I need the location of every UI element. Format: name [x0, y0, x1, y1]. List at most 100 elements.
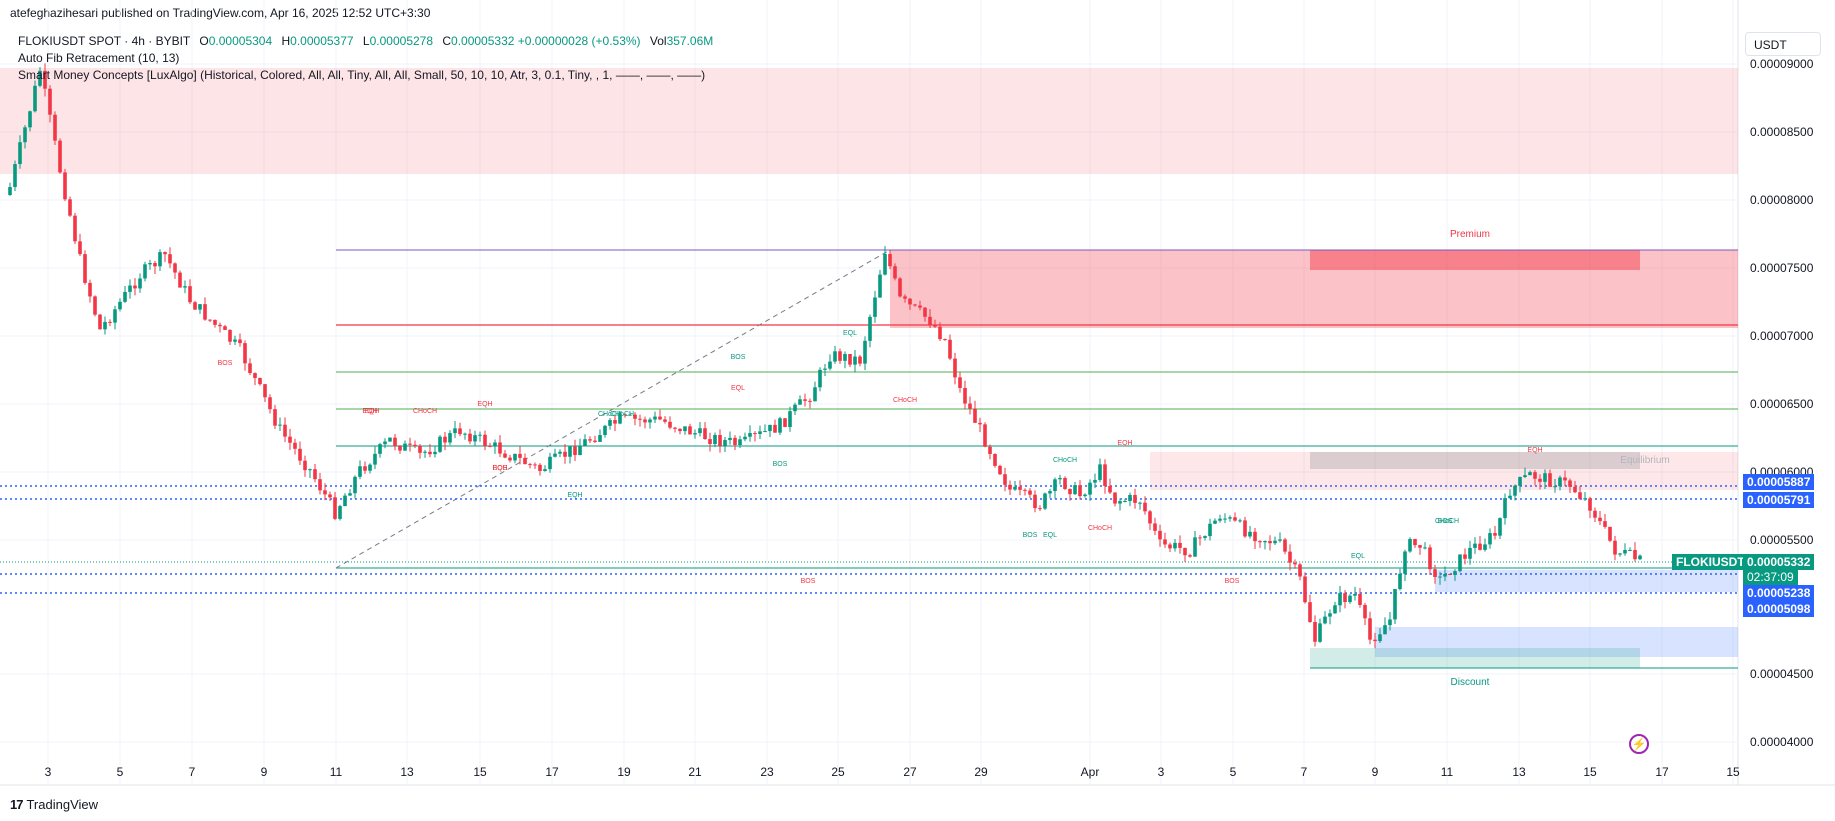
indicator-fib[interactable]: Auto Fib Retracement (10, 13) — [18, 51, 180, 65]
supply-zone — [890, 250, 1738, 328]
candle-body — [153, 263, 157, 267]
candle-body — [18, 142, 22, 165]
candle-body — [163, 252, 167, 255]
candle-body — [568, 446, 572, 457]
candle-body — [353, 476, 357, 494]
premium-block — [1310, 250, 1640, 270]
candle-body — [453, 428, 457, 434]
smc-structure-label: CHoCH — [893, 397, 917, 404]
candle-body — [1293, 562, 1297, 565]
candle-body — [1518, 476, 1522, 486]
candle-body — [1253, 531, 1257, 542]
currency-button[interactable]: USDT — [1745, 32, 1821, 56]
candle-body — [1448, 573, 1452, 575]
candle-body — [1488, 533, 1492, 545]
candle-body — [893, 266, 897, 279]
low-label: L — [362, 34, 370, 48]
close-label: C — [442, 34, 452, 48]
candle-body — [1438, 576, 1442, 578]
candle-body — [373, 453, 377, 465]
candle-body — [218, 324, 222, 327]
time-axis-label: 3 — [1158, 765, 1165, 779]
candle-body — [503, 453, 507, 458]
candle-body — [743, 436, 747, 440]
candle-body — [438, 436, 442, 452]
candle-body — [783, 418, 787, 427]
candle-body — [228, 329, 232, 342]
tradingview-logo[interactable]: 17 TradingView — [10, 797, 98, 812]
candle-body — [38, 70, 42, 86]
candle-body — [138, 278, 142, 289]
lightning-icon[interactable]: ⚡ — [1629, 734, 1649, 754]
candle-body — [1353, 593, 1357, 596]
candle-body — [1018, 486, 1022, 490]
candle-body — [213, 319, 217, 325]
candle-body — [1633, 549, 1637, 560]
price-axis-label: 0.00004000 — [1750, 735, 1814, 749]
price-tag-upper-1: 0.00005887 — [1743, 474, 1815, 490]
candle-body — [1133, 494, 1137, 503]
smc-structure-label: BOS — [493, 465, 508, 472]
candle-body — [1603, 521, 1607, 527]
candle-body — [1043, 493, 1047, 509]
time-axis-label: 11 — [1441, 765, 1454, 779]
candle-body — [788, 411, 792, 427]
candle-body — [1108, 486, 1112, 493]
candle-body — [1503, 498, 1507, 519]
candle-body — [908, 298, 912, 305]
candle-body — [898, 278, 902, 297]
candle-body — [1513, 485, 1517, 496]
candle-body — [863, 340, 867, 364]
candle-body — [103, 321, 107, 330]
candle-body — [1243, 520, 1247, 537]
candle-body — [708, 439, 712, 445]
symbol-title[interactable]: FLOKIUSDT SPOT · 4h · BYBIT — [18, 34, 191, 48]
candle-body — [13, 164, 17, 188]
candle-body — [528, 464, 532, 466]
candle-body — [223, 326, 227, 330]
candle-body — [648, 419, 652, 423]
candle-body — [738, 439, 742, 446]
candle-body — [388, 437, 392, 442]
candle-body — [298, 448, 302, 461]
candle-body — [943, 339, 947, 341]
candle-body — [478, 434, 482, 436]
candle-body — [698, 428, 702, 434]
volume-label: Vol — [649, 34, 667, 48]
candle-body — [43, 70, 47, 89]
smc-structure-label: BOS — [801, 578, 816, 585]
candle-body — [1148, 511, 1152, 524]
candle-body — [633, 414, 637, 419]
candle-body — [403, 443, 407, 451]
smc-structure-label: EQH — [1527, 447, 1542, 454]
candle-body — [1203, 536, 1207, 538]
candle-body — [728, 437, 732, 441]
candle-body — [993, 454, 997, 466]
smc-structure-label: EQH — [362, 408, 377, 415]
candle-body — [1548, 473, 1552, 487]
candle-body — [723, 440, 727, 446]
candle-body — [818, 369, 822, 388]
candle-body — [483, 434, 487, 446]
candle-body — [628, 414, 632, 416]
smc-structure-label: EQH — [492, 465, 507, 472]
candle-body — [548, 456, 552, 470]
time-axis-label: 15 — [473, 765, 487, 779]
candle-body — [753, 433, 757, 435]
price-tag-lower-2: 0.00005098 — [1743, 601, 1815, 617]
candle-body — [1058, 477, 1062, 480]
candle-body — [293, 442, 297, 449]
candle-body — [278, 424, 282, 426]
volume-value: 357.06M — [666, 34, 714, 48]
candle-body — [323, 490, 327, 495]
candle-body — [613, 420, 617, 424]
smc-structure-label: EQL — [843, 330, 857, 337]
candle-body — [308, 469, 312, 471]
indicator-smc[interactable]: Smart Money Concepts [LuxAlgo] (Historic… — [18, 68, 706, 82]
countdown-tag: 02:37:09 — [1743, 569, 1798, 585]
time-axis-label: Apr — [1081, 765, 1100, 779]
candle-body — [958, 377, 962, 388]
candle-body — [1368, 618, 1372, 640]
candle-body — [1098, 464, 1102, 480]
